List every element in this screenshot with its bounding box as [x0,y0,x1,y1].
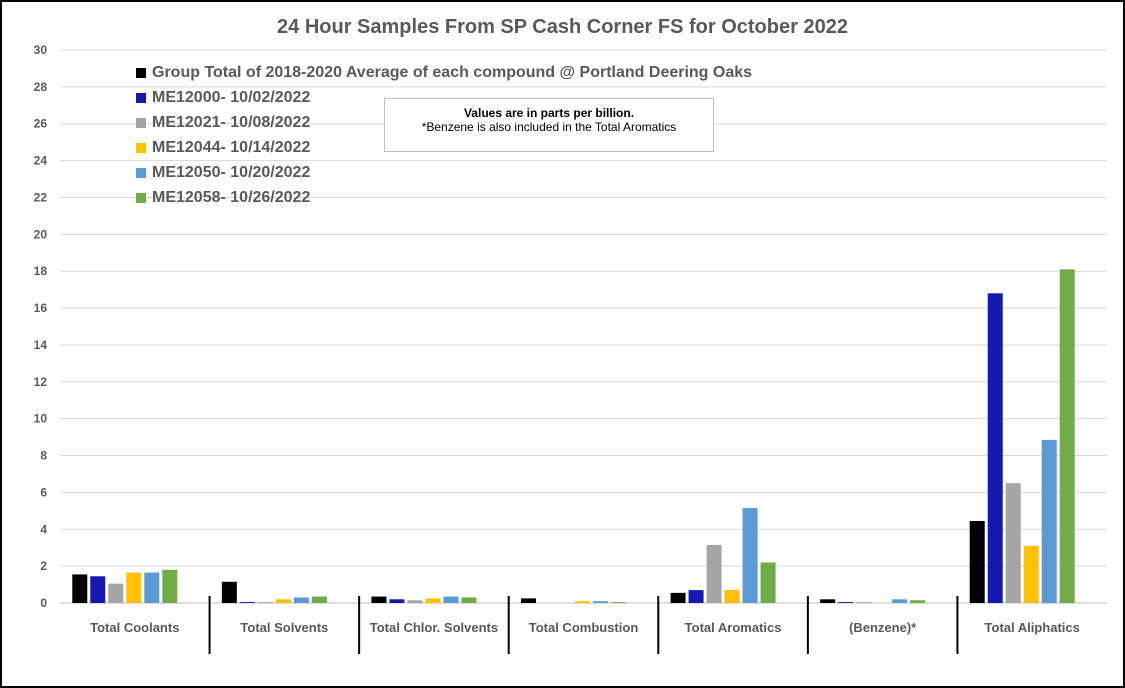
legend-swatch [136,117,146,128]
bar [371,596,387,603]
y-tick-label: 16 [34,301,48,315]
annotation-line-2: *Benzene is also included in the Total A… [421,120,677,134]
category-label: Total Solvents [240,620,328,635]
bar [162,569,178,603]
bar [820,599,836,603]
annotation-line-1: Values are in parts per billion. [463,106,635,120]
legend-label: ME12000- 10/02/2022 [152,88,311,106]
y-tick-label: 4 [40,522,47,536]
bar [239,602,255,603]
y-tick-label: 28 [34,80,48,94]
y-tick-label: 2 [40,559,47,573]
category-label: Total Aromatics [685,620,782,635]
legend-swatch [136,67,146,78]
y-tick-label: 14 [34,338,48,352]
bar [724,590,740,603]
bar [742,508,758,603]
legend-item: ME12044- 10/14/2022 [136,135,752,160]
bar [407,600,423,603]
bar [521,598,536,603]
y-tick-label: 8 [40,449,47,463]
bar [688,590,704,603]
bar [144,572,160,603]
bar [443,596,459,603]
legend: Group Total of 2018-2020 Average of each… [136,60,752,210]
y-tick-label: 20 [34,227,48,241]
legend-item: Group Total of 2018-2020 Average of each… [136,60,752,85]
bar [593,601,608,603]
bar [221,581,237,603]
legend-label: Group Total of 2018-2020 Average of each… [152,63,753,81]
legend-item: ME12058- 10/26/2022 [136,185,752,210]
legend-swatch [136,142,146,153]
bar [611,602,626,603]
bar [856,602,872,603]
legend-swatch [136,192,146,203]
bar [1059,269,1075,603]
bar [293,597,309,603]
bar [108,583,124,603]
bar [987,293,1003,603]
bar [760,562,776,603]
bar [425,598,441,603]
annotation-box: Values are in parts per billion. *Benzen… [384,98,714,152]
bar [670,592,686,603]
y-tick-label: 22 [34,190,48,204]
legend-item: ME12050- 10/20/2022 [136,160,752,185]
category-label: Total Combustion [529,620,639,635]
bar [90,576,106,603]
y-tick-label: 6 [40,485,47,499]
legend-label: ME12044- 10/14/2022 [152,138,311,156]
bar [910,600,926,603]
legend-swatch [136,92,146,103]
bar [1041,439,1057,603]
legend-label: ME12050- 10/20/2022 [152,163,311,181]
bar [838,602,854,603]
bar [389,599,405,603]
y-tick-label: 24 [34,154,48,168]
y-tick-label: 30 [34,43,48,57]
y-tick-label: 0 [40,596,47,610]
y-tick-label: 18 [34,264,48,278]
bar [275,599,291,603]
y-tick-label: 12 [34,375,48,389]
legend-item: ME12021- 10/08/2022 [136,110,752,135]
legend-item: ME12000- 10/02/2022 [136,85,752,110]
bar [461,597,477,603]
category-label: Total Aliphatics [985,620,1080,635]
category-label: Total Chlor. Solvents [370,620,498,635]
bar [257,602,273,603]
bar [1023,545,1039,603]
bar [892,599,908,603]
bar [706,544,722,603]
category-label: (Benzene)* [849,620,917,635]
bar [126,572,142,603]
y-tick-label: 26 [34,117,48,131]
y-tick-label: 10 [34,412,48,426]
bar [311,596,327,603]
bar [1005,483,1021,603]
legend-label: ME12058- 10/26/2022 [152,188,311,206]
category-label: Total Coolants [90,620,179,635]
bar [72,574,88,603]
bar [969,520,985,603]
legend-swatch [136,167,146,178]
bar [575,601,590,603]
chart-title: 24 Hour Samples From SP Cash Corner FS f… [277,16,848,38]
legend-label: ME12021- 10/08/2022 [152,113,311,131]
